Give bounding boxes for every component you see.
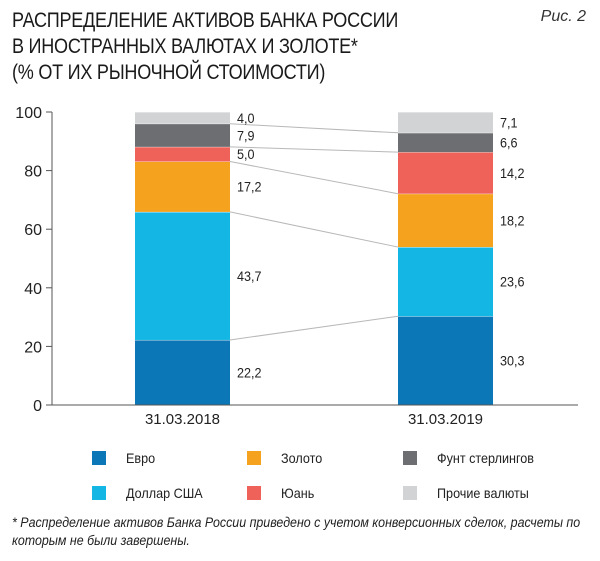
legend-item-gold: Золото <box>247 450 327 466</box>
data-label-1-3: 17,2 <box>237 179 261 195</box>
data-label-2-6: 7,1 <box>500 115 518 131</box>
y-tick-label-80: 80 <box>24 164 42 181</box>
y-tick-label-20: 20 <box>24 339 42 356</box>
title-line-1: РАСПРЕДЕЛЕНИЕ АКТИВОВ БАНКА РОССИИ <box>12 9 399 32</box>
data-label-2-3: 18,2 <box>500 213 524 229</box>
bar-segment-1-1 <box>135 339 230 405</box>
legend-item-usd: Доллар США <box>92 485 211 501</box>
bar-segment-2-2 <box>398 247 493 317</box>
data-label-2-2: 23,6 <box>500 274 524 290</box>
data-label-2-1: 30,3 <box>500 353 524 369</box>
data-label-1-2: 43,7 <box>237 268 261 284</box>
legend-label-gold: Золото <box>281 450 323 466</box>
legend-swatch-other <box>403 486 417 500</box>
connector-line-4 <box>229 146 399 153</box>
footnote: * Распределение активов Банка России при… <box>12 514 597 550</box>
legend-item-gbp: Фунт стерлингов <box>403 450 545 466</box>
legend-label-cny: Юань <box>281 485 315 501</box>
legend-label-other: Прочие валюты <box>437 485 529 501</box>
stacked-bar-chart: 0 20 40 60 80 100 22,2 43,7 17,2 5,0 7,9 4,0 31.03.2… <box>15 105 578 428</box>
connector-line-3 <box>229 161 399 195</box>
legend-swatch-euro <box>92 451 106 465</box>
bar-segment-1-2 <box>135 211 230 340</box>
legend: Евро Золото Фунт стерлингов Доллар США Ю… <box>0 450 600 510</box>
y-tick-label-60: 60 <box>24 222 42 239</box>
bar-segment-1-3 <box>135 161 230 212</box>
data-label-2-5: 6,6 <box>500 135 518 151</box>
connector-line-1 <box>229 315 399 341</box>
bar-segment-2-3 <box>398 193 493 248</box>
bar-segment-2-1 <box>398 316 493 405</box>
data-label-1-6: 4,0 <box>237 110 255 126</box>
bar-segment-1-5 <box>135 123 230 147</box>
data-label-1-5: 7,9 <box>237 128 255 144</box>
connector-line-2 <box>229 211 399 248</box>
legend-label-gbp: Фунт стерлингов <box>437 450 535 466</box>
y-tick-label-40: 40 <box>24 281 42 298</box>
figure-label: Рис. 2 <box>540 8 586 25</box>
chart-title: РАСПРЕДЕЛЕНИЕ АКТИВОВ БАНКА РОССИИ В ИНО… <box>12 8 416 86</box>
legend-item-cny: Юань <box>247 485 318 501</box>
legend-item-euro: Евро <box>92 450 158 466</box>
data-label-1-4: 5,0 <box>237 147 255 163</box>
legend-swatch-usd <box>92 486 106 500</box>
legend-swatch-gold <box>247 451 261 465</box>
title-line-3: (% ОТ ИХ РЫНОЧНОЙ СТОИМОСТИ) <box>12 61 326 84</box>
bar-segment-2-6 <box>398 112 493 133</box>
bar-segment-2-5 <box>398 132 493 153</box>
legend-swatch-gbp <box>403 451 417 465</box>
footnote-line-1: * Распределение активов Банка России при… <box>12 515 581 530</box>
title-line-2: В ИНОСТРАННЫХ ВАЛЮТАХ И ЗОЛОТЕ* <box>12 35 358 58</box>
y-tick-label-100: 100 <box>15 105 42 122</box>
bar-segment-1-4 <box>135 146 230 162</box>
bar-segment-1-6 <box>135 112 230 124</box>
x-tick-label-2: 31.03.2019 <box>408 411 483 428</box>
legend-label-usd: Доллар США <box>126 485 203 501</box>
data-label-2-4: 14,2 <box>500 165 524 181</box>
y-tick-label-0: 0 <box>33 398 42 415</box>
x-tick-label-1: 31.03.2018 <box>145 411 220 428</box>
legend-item-other: Прочие валюты <box>403 485 539 501</box>
connector-line-5 <box>229 123 399 134</box>
legend-swatch-cny <box>247 486 261 500</box>
footnote-line-2: которым не были завершены. <box>12 533 190 548</box>
legend-label-euro: Евро <box>126 450 156 466</box>
data-label-1-1: 22,2 <box>237 365 261 381</box>
bar-segment-2-4 <box>398 152 493 194</box>
